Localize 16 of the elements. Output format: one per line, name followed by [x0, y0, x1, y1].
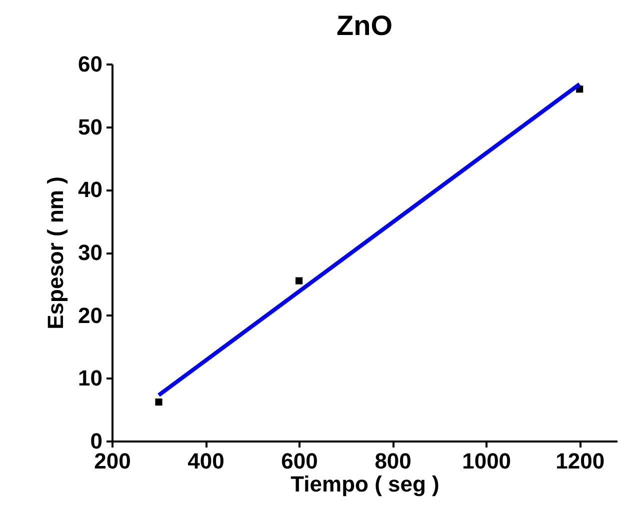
y-tick-label: 30 — [78, 240, 102, 265]
x-axis-title: Tiempo ( seg ) — [290, 472, 440, 496]
x-tick-label: 1200 — [556, 448, 605, 474]
chart-title: ZnO — [336, 10, 392, 41]
y-tick-label: 40 — [78, 177, 102, 202]
y-tick-label: 20 — [78, 302, 102, 328]
y-tick-label: 50 — [78, 114, 102, 140]
x-tick-label: 800 — [374, 448, 412, 474]
x-tick-label: 600 — [281, 448, 318, 474]
y-tick-label: 60 — [78, 52, 102, 76]
point — [155, 398, 162, 406]
x-tick-label: 1000 — [462, 448, 512, 474]
x-tick-label: 400 — [188, 448, 224, 474]
y-axis-title: Espesor ( nm ) — [43, 176, 68, 330]
y-tick-label: 10 — [78, 366, 102, 391]
point — [296, 277, 303, 284]
